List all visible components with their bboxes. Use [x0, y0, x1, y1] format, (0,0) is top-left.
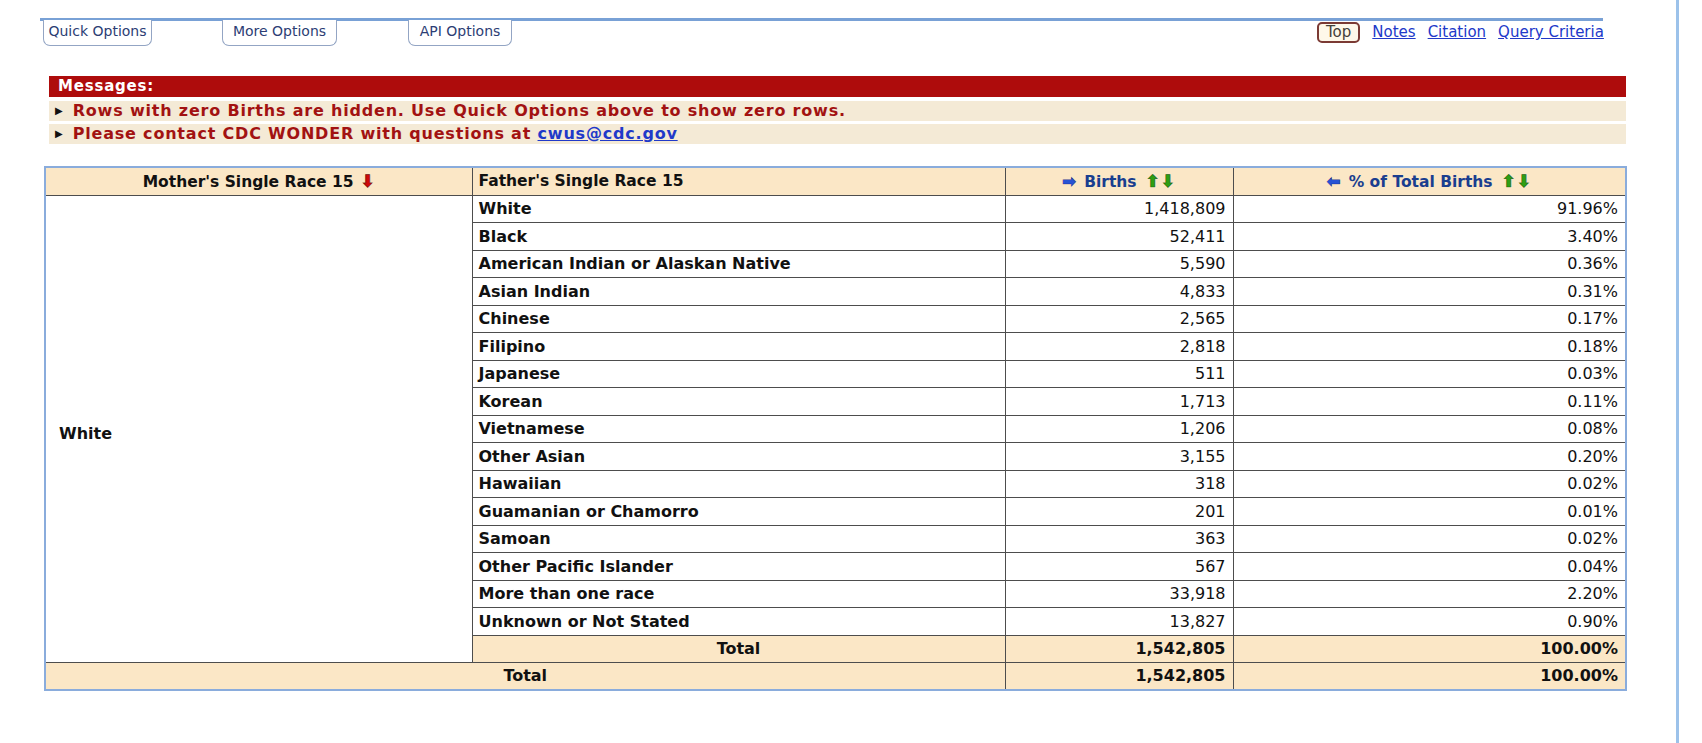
tab-api-options[interactable]: API Options [408, 20, 512, 46]
grand-total-label: Total [46, 662, 1005, 689]
pct-cell: 0.02% [1233, 525, 1625, 553]
father-race-cell: American Indian or Alaskan Native [472, 250, 1005, 278]
col-header-pct-births[interactable]: ⬅ % of Total Births ⬆⬇ [1233, 168, 1625, 195]
father-race-cell: More than one race [472, 580, 1005, 608]
pct-cell: 0.18% [1233, 333, 1625, 361]
col-header-label: % of Total Births [1349, 173, 1493, 191]
pct-cell: 0.90% [1233, 608, 1625, 636]
births-cell: 3,155 [1005, 443, 1233, 471]
father-race-cell: Filipino [472, 333, 1005, 361]
table-header-row: Mother's Single Race 15 ⬇ Father's Single… [46, 168, 1625, 195]
father-race-cell: Guamanian or Chamorro [472, 498, 1005, 526]
col-header-mother-race[interactable]: Mother's Single Race 15 ⬇ [46, 168, 472, 195]
messages-panel: Messages: ▶ Rows with zero Births are hid… [49, 76, 1626, 144]
sort-descending-icon[interactable]: ⬇ [361, 171, 375, 191]
births-cell: 1,713 [1005, 388, 1233, 416]
father-race-cell: Unknown or Not Stated [472, 608, 1005, 636]
grand-total-row: Total 1,542,805 100.00% [46, 662, 1625, 689]
births-cell: 1,418,809 [1005, 195, 1233, 223]
bullet-icon: ▶ [55, 124, 63, 144]
father-race-cell: Black [472, 223, 1005, 251]
births-cell: 511 [1005, 360, 1233, 388]
births-cell: 2,565 [1005, 305, 1233, 333]
pct-cell: 91.96% [1233, 195, 1625, 223]
col-header-label: Mother's Single Race 15 [143, 173, 354, 191]
group-total-births: 1,542,805 [1005, 635, 1233, 662]
top-nav-links: Top Notes Citation Query Criteria [1317, 21, 1604, 43]
citation-link[interactable]: Citation [1428, 23, 1486, 41]
pct-cell: 0.04% [1233, 553, 1625, 581]
message-text: Rows with zero Births are hidden. Use Qu… [73, 101, 846, 120]
tab-quick-options[interactable]: Quick Options [43, 20, 152, 46]
page-right-rule [1676, 0, 1679, 743]
results-table: Mother's Single Race 15 ⬇ Father's Single… [44, 166, 1627, 691]
pct-cell: 2.20% [1233, 580, 1625, 608]
group-total-label: Total [472, 635, 1005, 662]
message-row-zero-births: ▶ Rows with zero Births are hidden. Use Q… [49, 101, 1626, 121]
father-race-cell: Asian Indian [472, 278, 1005, 306]
tab-more-options[interactable]: More Options [222, 20, 337, 46]
father-race-cell: Korean [472, 388, 1005, 416]
pct-cell: 0.20% [1233, 443, 1625, 471]
father-race-cell: Other Asian [472, 443, 1005, 471]
pct-cell: 0.17% [1233, 305, 1625, 333]
column-arrow-left-icon[interactable]: ⬅ [1326, 171, 1340, 191]
births-cell: 13,827 [1005, 608, 1233, 636]
father-race-cell: Hawaiian [472, 470, 1005, 498]
births-cell: 1,206 [1005, 415, 1233, 443]
father-race-cell: Other Pacific Islander [472, 553, 1005, 581]
pct-cell: 3.40% [1233, 223, 1625, 251]
sort-arrows-icon[interactable]: ⬆⬇ [1146, 171, 1177, 191]
pct-cell: 0.31% [1233, 278, 1625, 306]
pct-cell: 0.03% [1233, 360, 1625, 388]
pct-cell: 0.02% [1233, 470, 1625, 498]
messages-header: Messages: [49, 76, 1626, 97]
mother-race-cell: White [46, 195, 472, 662]
col-header-births[interactable]: ➡ Births ⬆⬇ [1005, 168, 1233, 195]
pct-cell: 0.08% [1233, 415, 1625, 443]
query-criteria-link[interactable]: Query Criteria [1498, 23, 1604, 41]
births-cell: 318 [1005, 470, 1233, 498]
births-cell: 33,918 [1005, 580, 1233, 608]
top-button[interactable]: Top [1317, 22, 1360, 43]
pct-cell: 0.01% [1233, 498, 1625, 526]
pct-cell: 0.11% [1233, 388, 1625, 416]
births-cell: 567 [1005, 553, 1233, 581]
births-cell: 4,833 [1005, 278, 1233, 306]
births-cell: 5,590 [1005, 250, 1233, 278]
births-cell: 2,818 [1005, 333, 1233, 361]
table-row: White White 1,418,809 91.96% [46, 195, 1625, 223]
bullet-icon: ▶ [55, 101, 63, 121]
pct-cell: 0.36% [1233, 250, 1625, 278]
column-arrow-right-icon[interactable]: ➡ [1062, 171, 1076, 191]
father-race-cell: Japanese [472, 360, 1005, 388]
contact-email-link[interactable]: cwus@cdc.gov [538, 124, 678, 143]
father-race-cell: Chinese [472, 305, 1005, 333]
grand-total-pct: 100.00% [1233, 662, 1625, 689]
message-row-contact: ▶ Please contact CDC WONDER with question… [49, 124, 1626, 144]
father-race-cell: Vietnamese [472, 415, 1005, 443]
col-header-label: Births [1084, 173, 1136, 191]
sort-arrows-icon[interactable]: ⬆⬇ [1502, 171, 1533, 191]
message-text: Please contact CDC WONDER with questions… [73, 124, 538, 143]
births-cell: 201 [1005, 498, 1233, 526]
births-cell: 363 [1005, 525, 1233, 553]
grand-total-births: 1,542,805 [1005, 662, 1233, 689]
father-race-cell: White [472, 195, 1005, 223]
col-header-father-race[interactable]: Father's Single Race 15 [472, 168, 1005, 195]
father-race-cell: Samoan [472, 525, 1005, 553]
births-cell: 52,411 [1005, 223, 1233, 251]
notes-link[interactable]: Notes [1372, 23, 1415, 41]
group-total-pct: 100.00% [1233, 635, 1625, 662]
